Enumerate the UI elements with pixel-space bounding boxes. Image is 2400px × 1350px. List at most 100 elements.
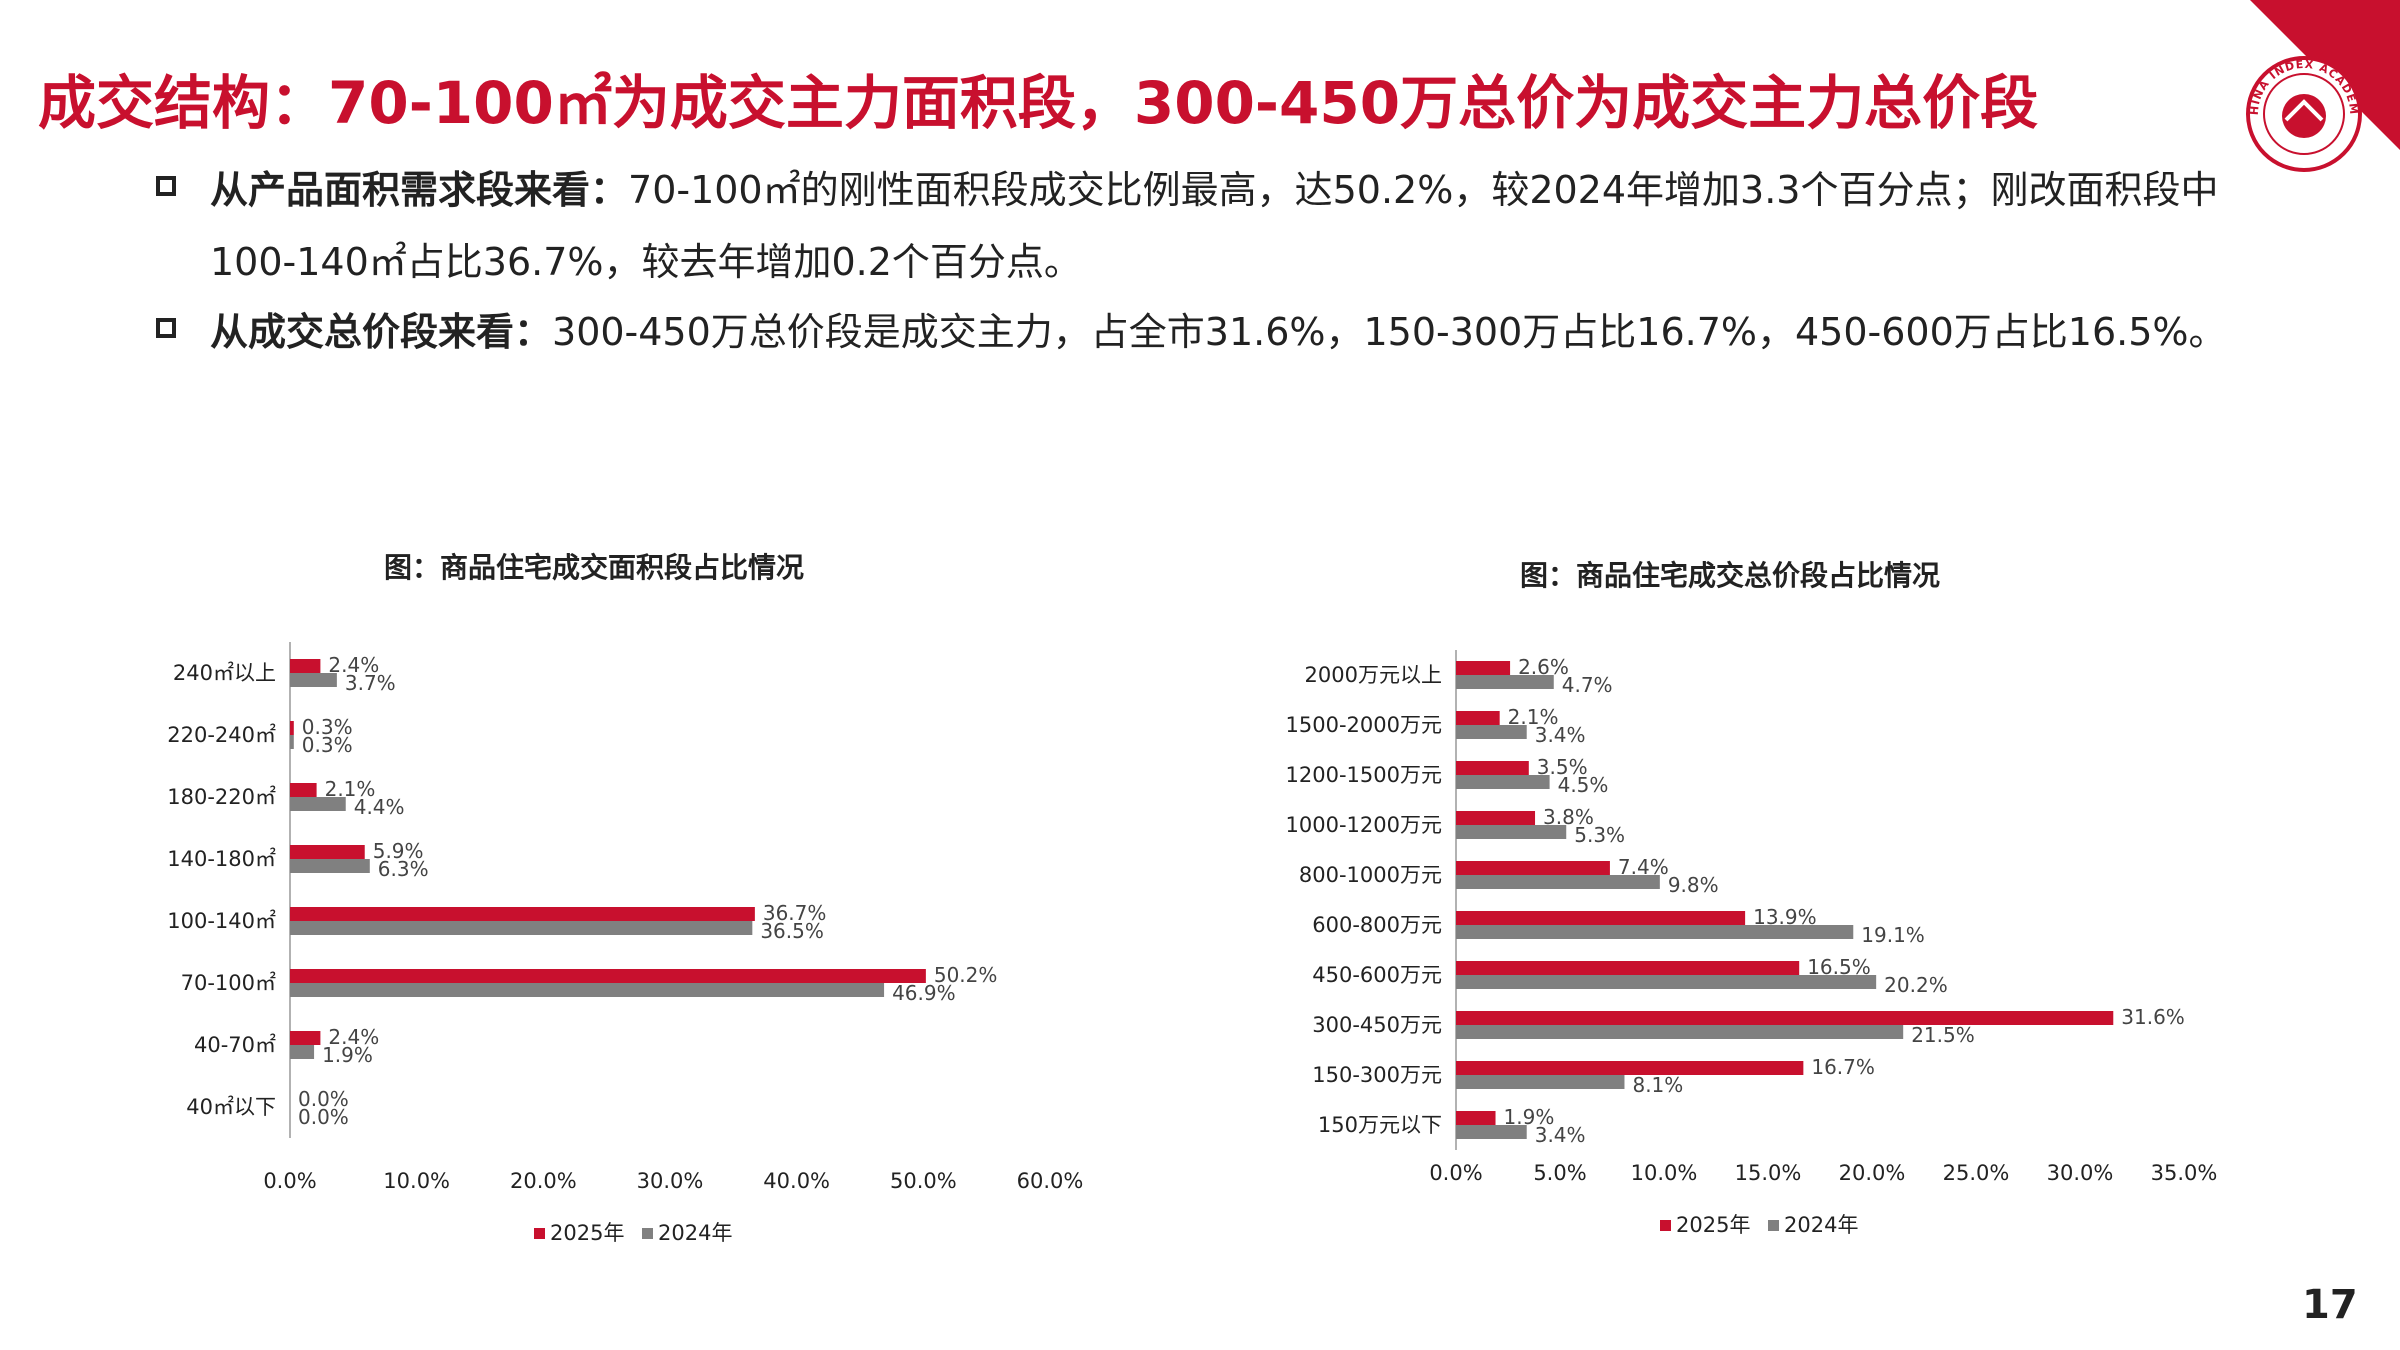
data-label: 19.1% [1861, 923, 1925, 947]
data-label: 21.5% [1911, 1023, 1975, 1047]
category-label: 150万元以下 [1318, 1113, 1442, 1137]
x-tick-label: 60.0% [1017, 1169, 1084, 1193]
bar-2024 [290, 983, 885, 997]
bullet-total-price: 从成交总价段来看：300-450万总价段是成交主力，占全市31.6%，150-3… [152, 296, 2232, 368]
bar-2025 [290, 907, 755, 921]
bar-2025 [290, 969, 926, 983]
bar-2025 [1456, 861, 1610, 875]
category-label: 2000万元以上 [1305, 663, 1442, 687]
category-label: 1200-1500万元 [1286, 763, 1442, 787]
data-label: 1.9% [322, 1043, 373, 1067]
x-tick-label: 30.0% [637, 1169, 704, 1193]
category-label: 140-180㎡ [167, 847, 276, 871]
legend-swatch-2024 [642, 1228, 653, 1239]
x-tick-label: 25.0% [1943, 1161, 2010, 1185]
data-label: 6.3% [378, 857, 429, 881]
chart-title-area: 图：商品住宅成交面积段占比情况 [384, 551, 805, 584]
data-label: 31.6% [2121, 1005, 2185, 1029]
category-label: 800-1000万元 [1299, 863, 1442, 887]
bar-2025 [290, 721, 294, 735]
bar-2025 [1456, 1111, 1496, 1125]
china-index-academy-logo: CHINA INDEX ACADEMY [2244, 54, 2362, 172]
legend-label: 2025年 [550, 1221, 624, 1245]
data-label: 4.7% [1562, 673, 1613, 697]
category-label: 600-800万元 [1312, 913, 1442, 937]
bullet-square-icon [156, 176, 176, 196]
data-label: 4.5% [1558, 773, 1609, 797]
x-tick-label: 5.0% [1533, 1161, 1586, 1185]
data-label: 36.7% [763, 901, 827, 925]
data-label: 5.9% [373, 839, 424, 863]
bar-2025 [290, 659, 321, 673]
x-tick-label: 30.0% [2047, 1161, 2114, 1185]
bar-2025 [1456, 811, 1536, 825]
bar-2024 [290, 1045, 315, 1059]
data-label: 0.0% [298, 1105, 349, 1129]
legend-label: 2024年 [1784, 1213, 1858, 1237]
bar-2025 [1456, 961, 1800, 975]
x-tick-label: 0.0% [1429, 1161, 1482, 1185]
x-tick-label: 10.0% [1631, 1161, 1698, 1185]
x-tick-label: 35.0% [2151, 1161, 2218, 1185]
category-label: 40-70㎡ [194, 1033, 276, 1057]
category-label: 300-450万元 [1312, 1013, 1442, 1037]
legend-swatch-2025 [534, 1228, 545, 1239]
bullet-lead: 从成交总价段来看： [210, 310, 553, 354]
bullet-square-icon [156, 318, 176, 338]
bar-2024 [1456, 775, 1550, 789]
bar-2025 [1456, 911, 1746, 925]
bar-2025 [1456, 711, 1500, 725]
legend-swatch-2025 [1660, 1220, 1671, 1231]
x-tick-label: 20.0% [1839, 1161, 1906, 1185]
legend-label: 2025年 [1676, 1213, 1750, 1237]
bar-2024 [290, 673, 337, 687]
x-tick-label: 40.0% [763, 1169, 830, 1193]
bar-2024 [290, 921, 753, 935]
bar-2024 [1456, 675, 1554, 689]
bar-2024 [1456, 925, 1854, 939]
x-tick-label: 0.0% [263, 1169, 316, 1193]
bar-2024 [1456, 875, 1660, 889]
data-label: 5.3% [1574, 823, 1625, 847]
category-label: 450-600万元 [1312, 963, 1442, 987]
bullet-area-demand: 从产品面积需求段来看：70-100㎡的刚性面积段成交比例最高，达50.2%，较2… [152, 154, 2232, 298]
bar-2024 [290, 735, 294, 749]
x-tick-label: 20.0% [510, 1169, 577, 1193]
category-label: 70-100㎡ [181, 971, 276, 995]
data-label: 0.3% [302, 715, 353, 739]
bar-2024 [1456, 825, 1567, 839]
data-label: 0.0% [298, 1087, 349, 1111]
data-label: 50.2% [934, 963, 998, 987]
category-label: 40㎡以下 [186, 1095, 276, 1119]
data-label: 36.5% [760, 919, 824, 943]
bar-2025 [1456, 1061, 1804, 1075]
bar-2024 [1456, 1025, 1904, 1039]
page-title: 成交结构：70-100㎡为成交主力面积段，300-450万总价为成交主力总价段 [38, 69, 2039, 137]
data-label: 46.9% [892, 981, 956, 1005]
category-label: 240㎡以上 [173, 661, 276, 685]
bullet-text: 300-450万总价段是成交主力，占全市31.6%，150-300万占比16.7… [552, 310, 2227, 354]
category-label: 1500-2000万元 [1286, 713, 1442, 737]
bar-2025 [290, 845, 365, 859]
data-label: 2.4% [328, 653, 379, 677]
data-label: 0.3% [302, 733, 353, 757]
bar-2025 [290, 783, 317, 797]
page-number: 17 [2302, 1282, 2358, 1328]
data-label: 20.2% [1884, 973, 1948, 997]
category-label: 180-220㎡ [167, 785, 276, 809]
data-label: 4.4% [354, 795, 405, 819]
category-label: 1000-1200万元 [1286, 813, 1442, 837]
category-label: 150-300万元 [1312, 1063, 1442, 1087]
bullet-text: 70-100㎡的刚性面积段成交比例最高，达50.2%，较2024年增加3.3个百… [210, 168, 2219, 284]
category-label: 220-240㎡ [167, 723, 276, 747]
data-label: 3.7% [345, 671, 396, 695]
chart-price-segments: 2000万元以上 2.6%4.7%1500-2000万元 2.1%3.4%1200-… [1286, 650, 2218, 1237]
data-label: 3.4% [1535, 1123, 1586, 1147]
x-tick-label: 50.0% [890, 1169, 957, 1193]
x-tick-label: 10.0% [383, 1169, 450, 1193]
data-label: 16.7% [1811, 1055, 1875, 1079]
chart-title-price: 图：商品住宅成交总价段占比情况 [1520, 559, 1941, 592]
bar-2025 [1456, 661, 1511, 675]
bullet-lead: 从产品面积需求段来看： [210, 168, 629, 212]
bar-2024 [290, 797, 346, 811]
